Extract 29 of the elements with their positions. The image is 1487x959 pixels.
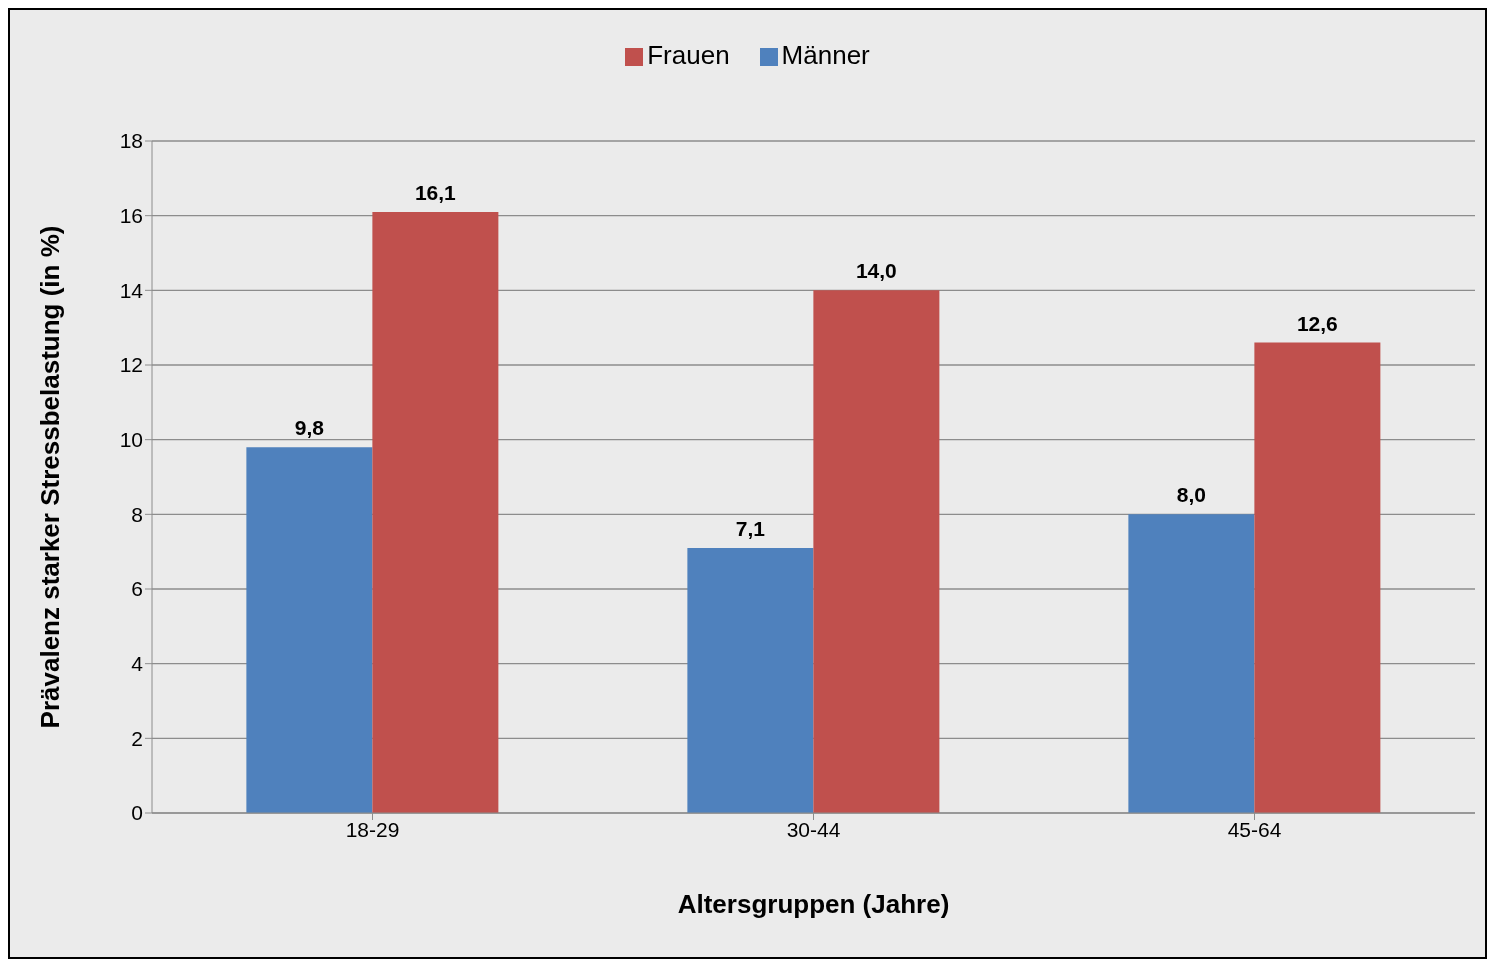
y-tick-label: 4 (131, 652, 144, 676)
data-label: 7,1 (735, 516, 766, 540)
data-label: 8,0 (1176, 483, 1206, 507)
y-tick-label: 18 (119, 129, 143, 153)
bar (813, 290, 940, 813)
data-label: 14,0 (855, 259, 897, 283)
x-tick-label: 18-29 (345, 817, 400, 841)
x-tick-label: 30-44 (786, 817, 841, 841)
y-tick-label: 6 (131, 577, 143, 601)
bar (372, 211, 499, 813)
y-tick-label: 16 (119, 204, 143, 228)
y-tick-label: 14 (119, 278, 144, 302)
bar (246, 447, 373, 813)
bar (687, 547, 814, 813)
bar (1254, 342, 1381, 813)
data-label: 12,6 (1296, 311, 1338, 335)
legend-label: Frauen (647, 40, 730, 70)
data-label: 16,1 (414, 180, 457, 204)
x-tick-label: 45-64 (1227, 817, 1282, 841)
y-tick-label: 0 (131, 801, 143, 825)
legend-label: Männer (781, 40, 870, 70)
data-label: 9,8 (294, 416, 325, 440)
y-tick-label: 8 (131, 502, 143, 526)
y-tick-label: 10 (119, 428, 143, 452)
bar (1128, 514, 1255, 813)
x-axis-title: Altersgruppen (Jahre) (677, 889, 950, 919)
y-tick-label: 12 (119, 353, 143, 377)
y-tick-label: 2 (131, 726, 143, 750)
y-axis-title: Prävalenz starker Stressbelastung (in %) (35, 225, 66, 729)
